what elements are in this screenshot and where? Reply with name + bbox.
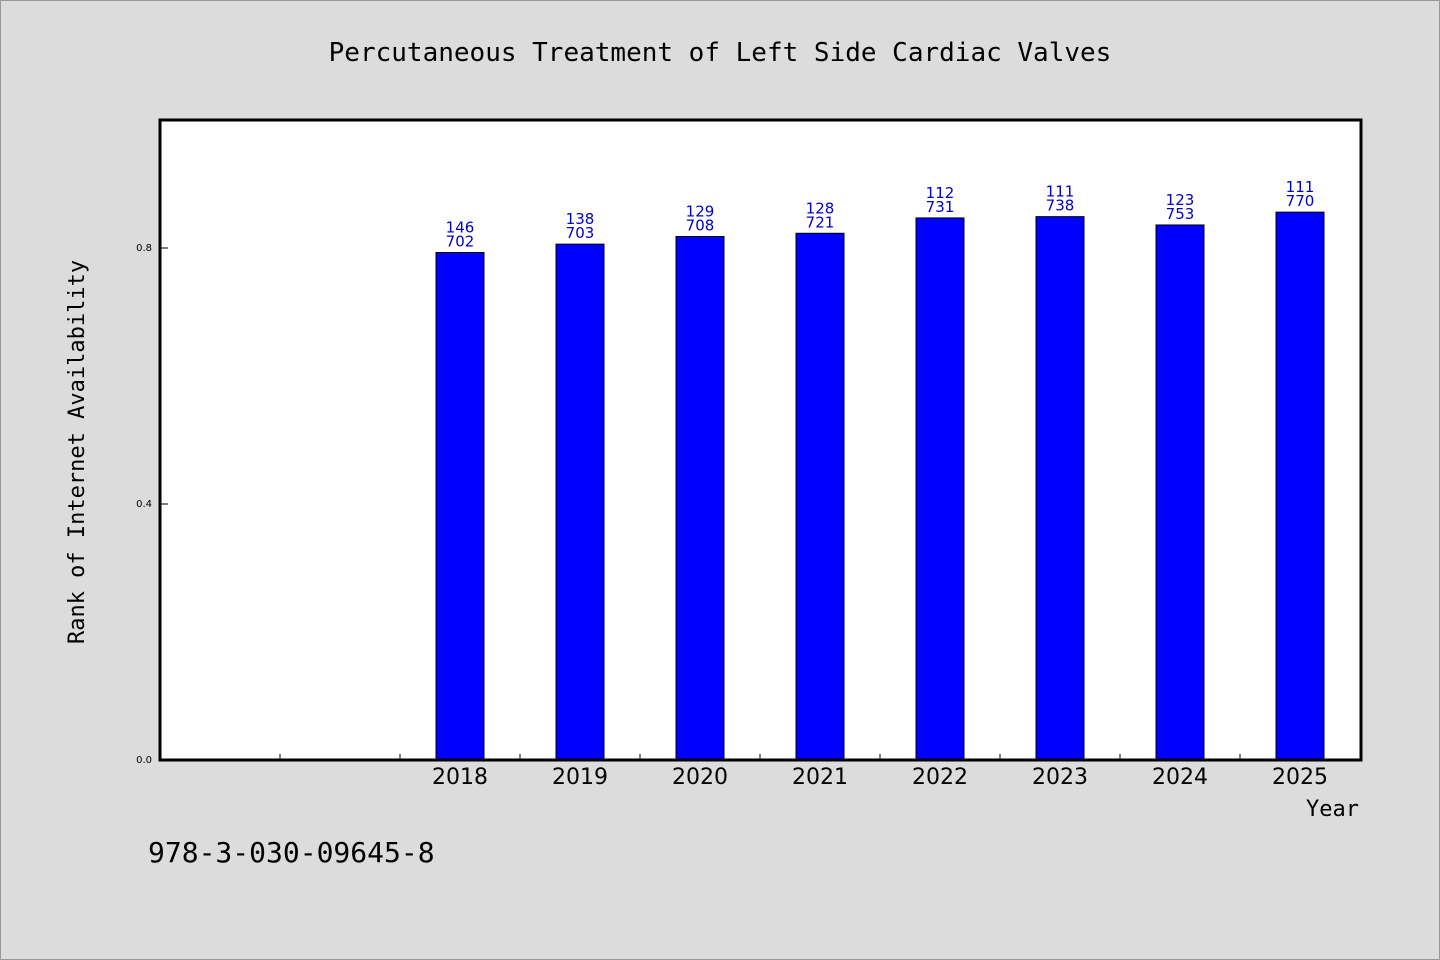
data-label: 129	[686, 202, 715, 220]
y-tick-label: 0.0	[136, 755, 152, 766]
bar	[435, 251, 485, 761]
x-tick-label: 2025	[1272, 765, 1328, 790]
data-label: 738	[1046, 197, 1075, 215]
x-tick-label: 2018	[432, 765, 488, 790]
data-label: 146	[446, 218, 475, 236]
data-label: 123	[1166, 191, 1195, 209]
data-label: 128	[806, 199, 835, 217]
bar	[1155, 224, 1205, 761]
chart-title: Percutaneous Treatment of Left Side Card…	[329, 38, 1112, 68]
bar	[675, 235, 725, 761]
data-label: 111	[1286, 178, 1315, 196]
data-label: 721	[806, 213, 835, 231]
bar	[1035, 216, 1085, 761]
plot-border	[158, 118, 1363, 762]
x-tick-label: 2023	[1032, 765, 1088, 790]
data-label: 702	[446, 232, 475, 250]
x-tick-label: 2020	[672, 765, 728, 790]
bar	[795, 232, 845, 761]
x-tick-label: 2022	[912, 765, 968, 790]
data-label: 731	[926, 198, 955, 216]
bars	[435, 211, 1325, 761]
isbn-label: 978-3-030-09645-8	[148, 836, 435, 869]
y-axis-label: Rank of Internet Availability	[65, 260, 90, 644]
bar	[555, 243, 605, 761]
data-label: 708	[686, 216, 715, 234]
data-label: 111	[1046, 183, 1075, 201]
x-axis-label: Year	[1306, 797, 1359, 822]
bar	[1275, 211, 1325, 761]
data-label: 703	[566, 224, 595, 242]
x-tick-label: 2019	[552, 765, 608, 790]
x-tick-label: 2024	[1152, 765, 1208, 790]
bar	[915, 217, 965, 761]
data-label: 138	[566, 210, 595, 228]
data-label: 770	[1286, 192, 1315, 210]
y-tick-label: 0.8	[136, 243, 152, 254]
data-label: 753	[1166, 205, 1195, 223]
y-tick-label: 0.4	[136, 499, 152, 510]
x-tick-label: 2021	[792, 765, 848, 790]
data-label: 112	[926, 184, 955, 202]
